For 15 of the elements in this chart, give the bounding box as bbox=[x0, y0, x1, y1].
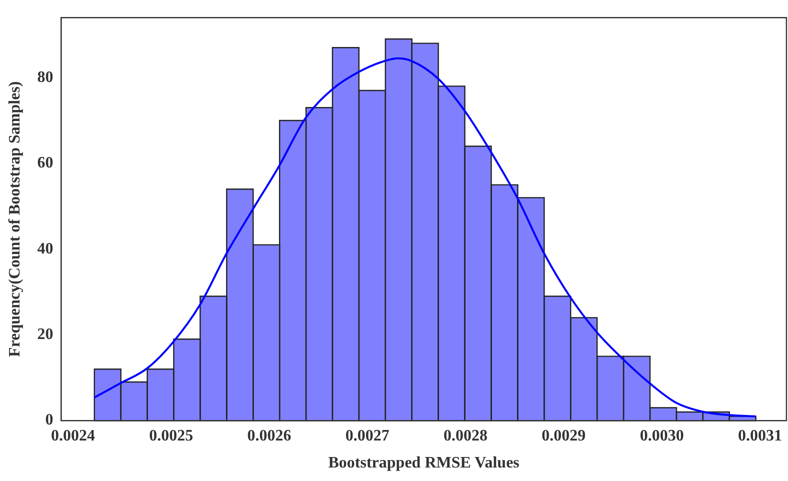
x-tick-label: 0.0025 bbox=[149, 427, 194, 444]
x-tick-label: 0.0024 bbox=[50, 427, 95, 444]
x-tick-label: 0.0029 bbox=[542, 427, 586, 444]
x-tick-label: 0.0026 bbox=[247, 427, 292, 444]
x-tick-label: 0.0031 bbox=[738, 427, 782, 444]
y-axis-title: Frequency(Count of Bootstrap Samples) bbox=[6, 81, 24, 357]
x-axis-title: Bootstrapped RMSE Values bbox=[328, 454, 520, 472]
y-tick-label: 20 bbox=[37, 326, 54, 343]
y-tick-label: 60 bbox=[37, 154, 54, 172]
x-tick-label: 0.0030 bbox=[640, 427, 684, 444]
y-tick-label: 80 bbox=[37, 68, 54, 86]
x-tick-label: 0.0027 bbox=[345, 427, 390, 444]
y-tick-label: 40 bbox=[37, 240, 54, 258]
x-tick-label: 0.0028 bbox=[444, 427, 488, 444]
y-tick-label: 0 bbox=[45, 412, 54, 429]
